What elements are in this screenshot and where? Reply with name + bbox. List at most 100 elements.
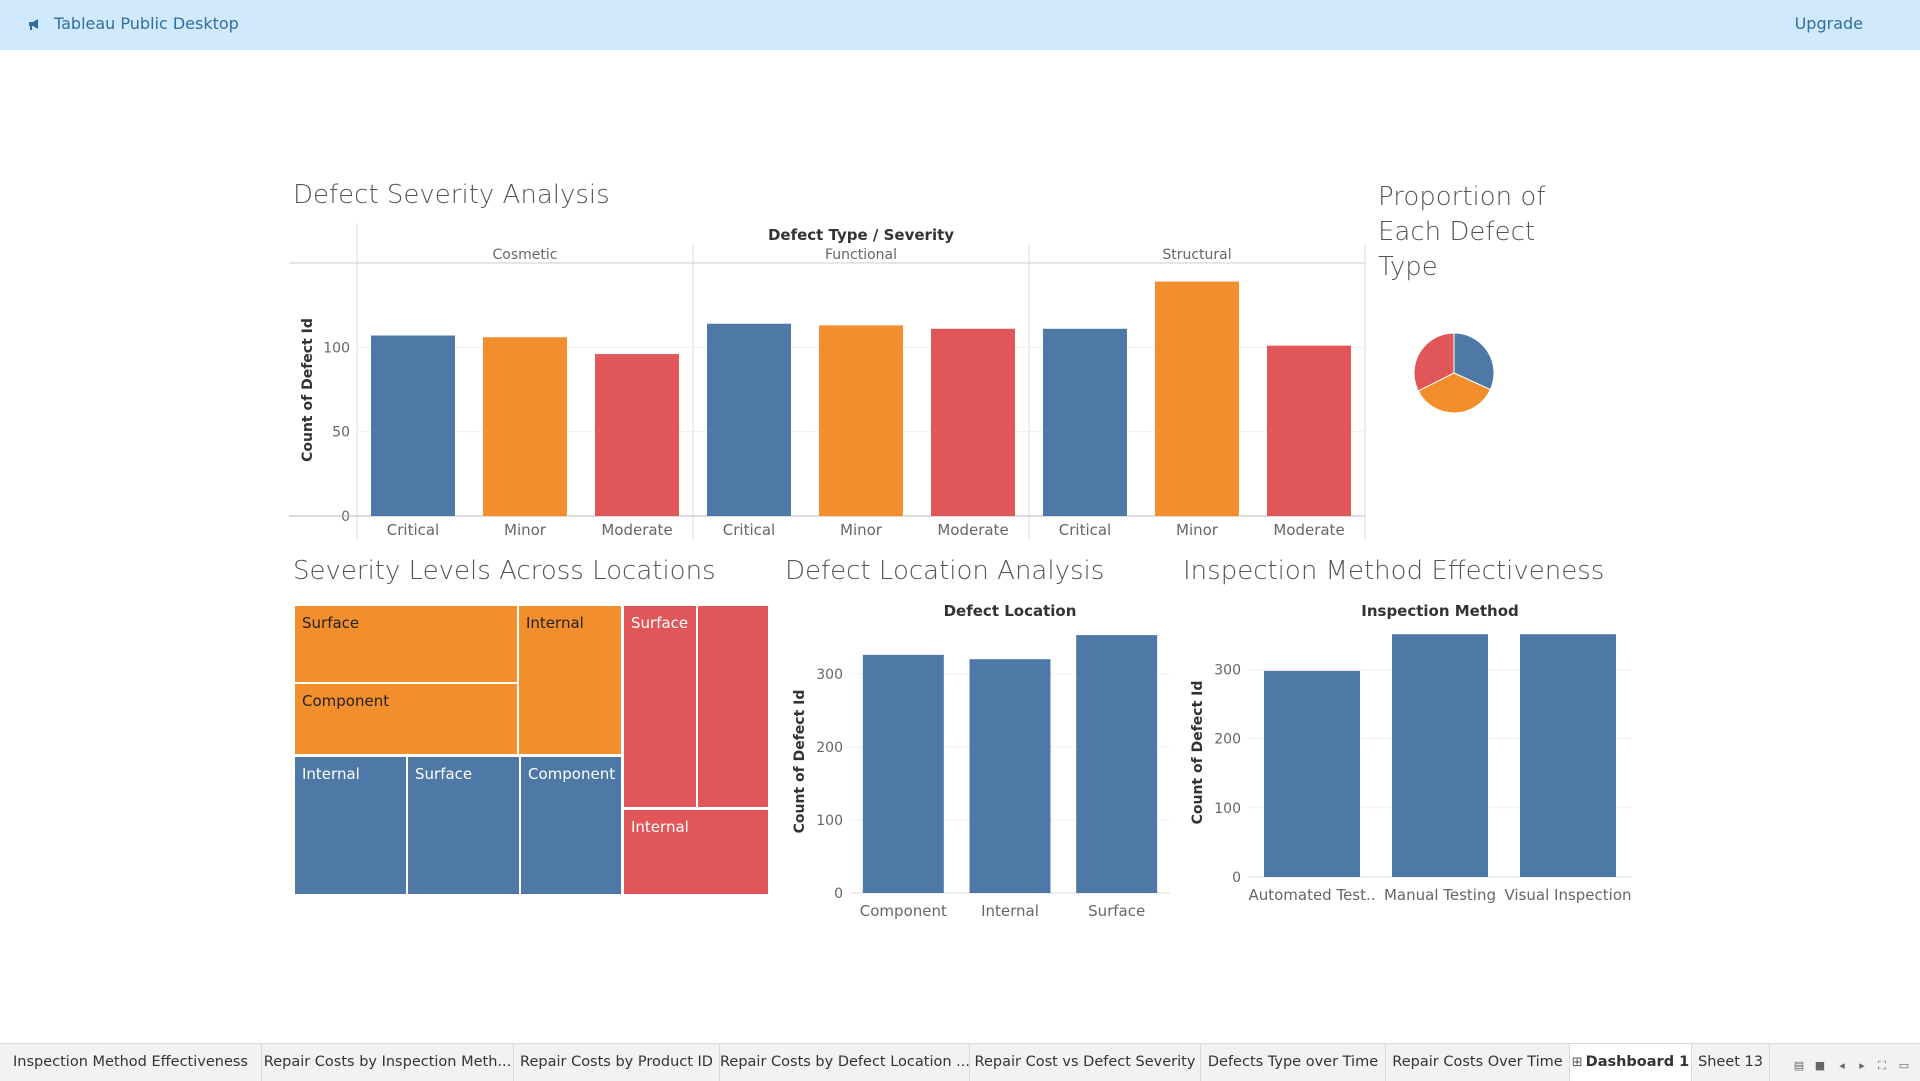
- bar-structural-critical[interactable]: [1043, 328, 1127, 516]
- y-tick-label: 200: [1214, 732, 1241, 748]
- treemap-cell-label: Surface: [415, 765, 472, 783]
- dashboard-grid-icon: ⊞: [1571, 1055, 1583, 1070]
- x-tick-label: Internal: [981, 902, 1039, 920]
- pane-header-cosmetic: Cosmetic: [493, 247, 558, 263]
- treemap-cell[interactable]: [624, 606, 696, 807]
- sheet-tab-dashboard-1[interactable]: ⊞ Dashboard 1: [1570, 1044, 1692, 1081]
- x-tick-label: Moderate: [937, 521, 1008, 539]
- bar-visual-inspection[interactable]: [1520, 634, 1616, 877]
- x-tick-label: Minor: [504, 521, 547, 539]
- next-sheet-icon[interactable]: ▸: [1859, 1059, 1865, 1072]
- upgrade-link[interactable]: Upgrade: [1794, 14, 1863, 33]
- previous-sheet-icon[interactable]: ◂: [1839, 1059, 1845, 1072]
- sheet-tab-repair-costs-by-inspection-meth[interactable]: Repair Costs by Inspection Meth...: [262, 1044, 514, 1081]
- y-tick-label: 300: [816, 667, 843, 683]
- treemap-cell-label: Component: [302, 692, 389, 710]
- sheet-tab-label: Repair Costs by Defect Location ...: [720, 1054, 970, 1070]
- presentation-icon[interactable]: ▭: [1898, 1059, 1910, 1072]
- pie-slice[interactable]: [1413, 332, 1455, 392]
- bar-functional-moderate[interactable]: [931, 328, 1015, 516]
- y-tick-label: 0: [834, 886, 843, 902]
- y-tick-label: 100: [1214, 801, 1241, 817]
- sheet-tab-repair-costs-over-time[interactable]: Repair Costs Over Time: [1386, 1044, 1570, 1081]
- chart-header-label: Defect Location: [944, 602, 1077, 620]
- pane-header-structural: Structural: [1162, 247, 1231, 263]
- dashboard-viz-canvas: Defect Type / Severity 0 50 100 Count of Def…: [289, 223, 1632, 920]
- treemap-cell-label: Surface: [631, 614, 688, 632]
- x-tick-label: Minor: [840, 521, 883, 539]
- sheet-tab-repair-cost-vs-defect-severity[interactable]: Repair Cost vs Defect Severity: [970, 1044, 1201, 1081]
- x-tick-label: Critical: [1059, 521, 1111, 539]
- chart-header-label: Inspection Method: [1361, 602, 1519, 620]
- treemap-cell[interactable]: [521, 757, 621, 894]
- x-tick-label: Minor: [1176, 521, 1219, 539]
- sheet-tab-label: Repair Costs Over Time: [1392, 1054, 1563, 1070]
- sheet-tab-sheet-13[interactable]: Sheet 13: [1692, 1044, 1770, 1081]
- sheet-tab-defects-type-over-time[interactable]: Defects Type over Time: [1201, 1044, 1386, 1081]
- x-tick-label: Component: [860, 902, 947, 920]
- megaphone-icon: [29, 19, 38, 30]
- treemap-cell-label: Internal: [631, 818, 689, 836]
- bar-cosmetic-minor[interactable]: [483, 337, 567, 516]
- fullscreen-icon[interactable]: ⛶: [1878, 1059, 1886, 1072]
- treemap-cell-label: Component: [528, 765, 615, 783]
- bar-automated-test-[interactable]: [1264, 670, 1360, 877]
- y-tick-label: 0: [341, 509, 350, 525]
- treemap-cell[interactable]: [408, 757, 519, 894]
- y-tick-label: 100: [323, 340, 350, 356]
- treemap-cell[interactable]: [295, 757, 406, 894]
- x-tick-label: Moderate: [601, 521, 672, 539]
- inspection-panel-title: Inspection Method Effectiveness: [1183, 556, 1605, 586]
- sheet-tab-label: Repair Costs by Product ID: [520, 1054, 713, 1070]
- x-tick-label: Automated Test..: [1248, 886, 1375, 904]
- y-tick-label: 50: [332, 425, 350, 441]
- severity-header-label: Defect Type / Severity: [768, 226, 954, 244]
- pie-slice[interactable]: [1417, 372, 1492, 414]
- pane-header-functional: Functional: [825, 247, 897, 263]
- bar-cosmetic-moderate[interactable]: [595, 354, 679, 516]
- treemap-cell[interactable]: [698, 606, 768, 807]
- sheet-tab-label: Repair Cost vs Defect Severity: [974, 1054, 1196, 1070]
- sheet-tab-strip: Inspection Method Effectiveness Repair Co…: [0, 1043, 1920, 1081]
- show-tabs-icon[interactable]: ■: [1814, 1059, 1826, 1072]
- sheet-tab-label: Repair Costs by Inspection Meth...: [263, 1054, 512, 1070]
- y-tick-label: 200: [816, 740, 843, 756]
- bar-cosmetic-critical[interactable]: [371, 335, 455, 516]
- bar-surface[interactable]: [1076, 635, 1158, 893]
- treemap-cell-label: Surface: [302, 614, 359, 632]
- bar-functional-minor[interactable]: [819, 325, 903, 516]
- show-filmstrip-icon[interactable]: ▤: [1793, 1059, 1805, 1072]
- pie-slice[interactable]: [1453, 332, 1495, 391]
- severity-panel-title: Defect Severity Analysis: [293, 180, 610, 210]
- treemap-cell[interactable]: [624, 810, 768, 894]
- sheet-tab-inspection-method-effectiveness[interactable]: Inspection Method Effectiveness: [0, 1044, 262, 1081]
- app-title: Tableau Public Desktop: [54, 14, 239, 33]
- bar-component[interactable]: [862, 654, 944, 893]
- bar-manual-testing[interactable]: [1392, 634, 1488, 877]
- x-tick-label: Critical: [723, 521, 775, 539]
- bar-internal[interactable]: [969, 659, 1051, 893]
- y-axis-title: Count of Defect Id: [1190, 681, 1206, 825]
- proportion-panel-title: Proportion of Each Defect Type: [1378, 182, 1546, 282]
- bar-functional-critical[interactable]: [707, 323, 791, 516]
- app-header: Tableau Public Desktop Upgrade: [0, 0, 1920, 50]
- y-axis-title: Count of Defect Id: [792, 690, 808, 834]
- bar-structural-moderate[interactable]: [1267, 345, 1351, 516]
- treemap-panel-title: Severity Levels Across Locations: [293, 556, 716, 586]
- treemap-cell[interactable]: [295, 684, 517, 754]
- x-tick-label: Visual Inspection: [1504, 886, 1631, 904]
- x-tick-label: Moderate: [1273, 521, 1344, 539]
- sheet-tab-repair-costs-by-product-id[interactable]: Repair Costs by Product ID: [514, 1044, 720, 1081]
- x-tick-label: Manual Testing: [1384, 886, 1496, 904]
- treemap-cell-label: Internal: [526, 614, 584, 632]
- x-tick-label: Critical: [387, 521, 439, 539]
- treemap-cell-label: Internal: [302, 765, 360, 783]
- sheet-tab-label: Sheet 13: [1698, 1054, 1763, 1070]
- sheet-tab-repair-costs-by-defect-location[interactable]: Repair Costs by Defect Location ...: [720, 1044, 970, 1081]
- x-tick-label: Surface: [1088, 902, 1145, 920]
- bar-structural-minor[interactable]: [1155, 281, 1239, 516]
- treemap-cell[interactable]: [295, 606, 517, 682]
- y-tick-label: 100: [816, 813, 843, 829]
- y-axis-title: Count of Defect Id: [300, 318, 316, 462]
- treemap-cell[interactable]: [519, 606, 621, 754]
